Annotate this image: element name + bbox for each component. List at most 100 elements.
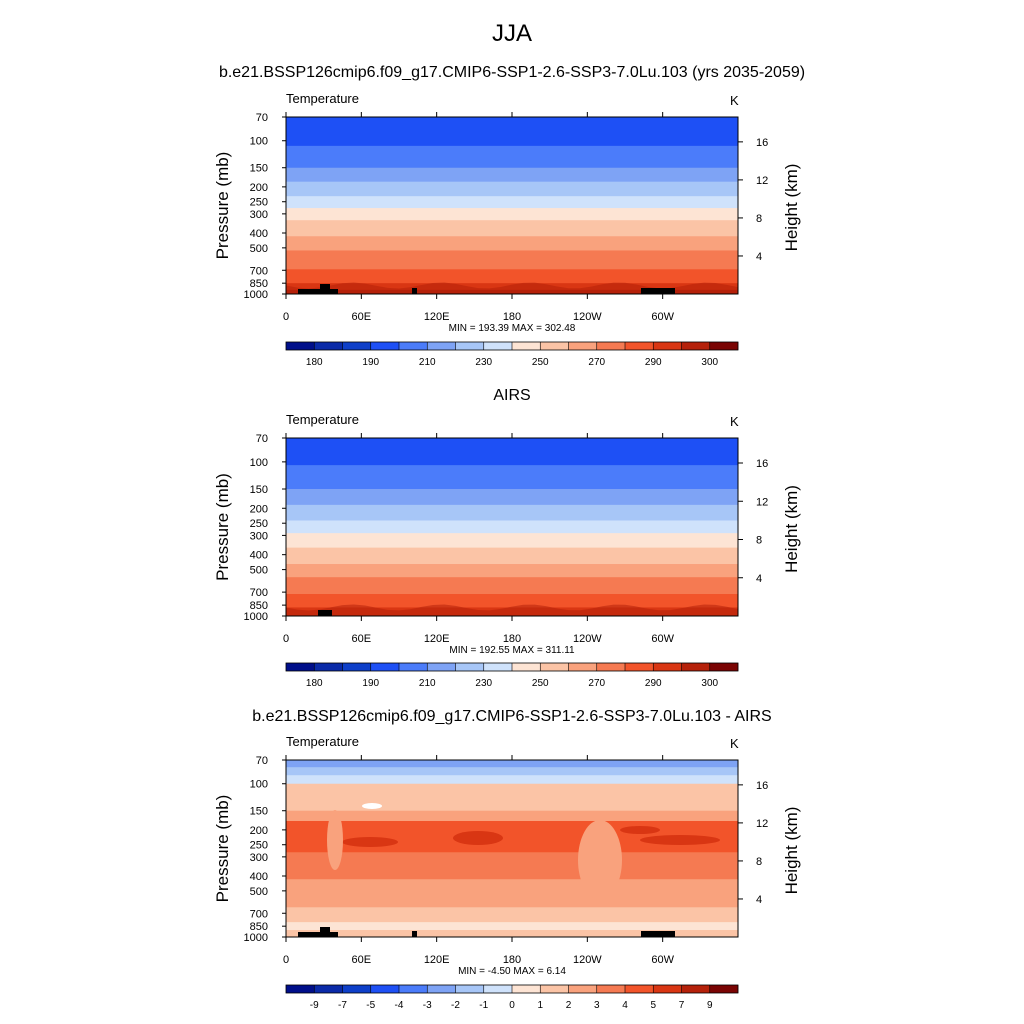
- chart-1-band: [286, 594, 738, 608]
- chart-2-colorbar-label: 2: [566, 1000, 572, 1011]
- chart-0-xtick-label: 180: [503, 311, 521, 323]
- chart-2-colorbar-label: 5: [650, 1000, 656, 1011]
- chart-2-anomaly-blob: [327, 810, 343, 870]
- chart-1-band: [286, 577, 738, 595]
- chart-1-band: [286, 533, 738, 549]
- chart-2-ytick-label: 200: [250, 825, 268, 837]
- chart-1-colorbar-swatch: [596, 663, 626, 671]
- chart-1-ytick-label: 250: [250, 518, 268, 530]
- chart-0-colorbar-swatch: [681, 342, 711, 350]
- chart-2-ytick-label: 300: [250, 852, 268, 864]
- chart-1-colorbar-swatch: [286, 663, 315, 671]
- chart-0-ytick-label: 100: [250, 136, 268, 148]
- chart-0-colorbar-label: 250: [532, 357, 549, 368]
- chart-2-ytick-right-label: 12: [756, 818, 768, 830]
- chart-0-band: [286, 250, 738, 270]
- chart-2-min-max: MIN = -4.50 MAX = 6.14: [458, 966, 566, 977]
- chart-0-band: [286, 289, 738, 295]
- chart-0-ytick-label: 70: [256, 112, 268, 124]
- chart-0-ytick-label: 150: [250, 163, 268, 175]
- chart-1-colorbar-label: 190: [362, 678, 379, 689]
- chart-0-colorbar-swatch: [709, 342, 739, 350]
- chart-1-ytick-label: 400: [250, 550, 268, 562]
- chart-0-colorbar-swatch: [512, 342, 541, 350]
- chart-2-colorbar-label: 1: [537, 1000, 543, 1011]
- chart-2-ytick-right-label: 16: [756, 780, 768, 792]
- chart-0-colorbar-swatch: [625, 342, 654, 350]
- chart-0-xtick-label: 120W: [573, 311, 602, 323]
- chart-1-colorbar-label: 270: [588, 678, 605, 689]
- chart-1-surface-layer: [286, 604, 738, 616]
- chart-1-colorbar-label: 290: [645, 678, 662, 689]
- chart-2-colorbar-swatch: [427, 985, 456, 993]
- chart-0-colorbar-swatch: [399, 342, 428, 350]
- chart-0-band: [286, 145, 738, 169]
- chart-0-colorbar: 180 190 210 230 250 270 290 300: [285, 341, 739, 368]
- chart-0-ytick-label: 1000: [244, 289, 268, 301]
- chart-0-band: [286, 236, 738, 251]
- chart-2-colorbar-swatch: [596, 985, 626, 993]
- chart-2-band: [286, 852, 738, 880]
- chart-2-colorbar-swatch: [709, 985, 739, 993]
- chart-2-ytick-right-label: 8: [756, 856, 762, 868]
- chart-0-xtick-label: 120E: [424, 311, 450, 323]
- chart-1-colorbar-swatch: [709, 663, 739, 671]
- chart-0-ytick-right-label: 4: [756, 251, 762, 263]
- chart-0-colorbar-swatch: [370, 342, 400, 350]
- chart-0-colorbar-swatch: [596, 342, 626, 350]
- chart-0-ytick-label: 400: [250, 228, 268, 240]
- chart-0-ytick-label: 200: [250, 182, 268, 194]
- chart-1-ytick-right-label: 12: [756, 496, 768, 508]
- chart-2-colorbar-label: -9: [310, 1000, 319, 1011]
- chart-2-ytick-label: 150: [250, 806, 268, 818]
- chart-1-ytick-label: 700: [250, 587, 268, 599]
- chart-1-band: [286, 489, 738, 506]
- chart-2-terrain: [320, 927, 330, 937]
- chart-0-frame: [285, 116, 739, 295]
- chart-1-ytick-label: 150: [250, 484, 268, 496]
- chart-2-colorbar-swatch: [455, 985, 485, 993]
- chart-1-units-label: K: [730, 414, 739, 429]
- chart-1-colorbar-swatch: [653, 663, 682, 671]
- chart-2-colorbar-label: 4: [622, 1000, 628, 1011]
- chart-0-band: [286, 196, 738, 209]
- chart-2-colorbar-swatch: [540, 985, 569, 993]
- chart-2-xtick-label: 120W: [573, 954, 602, 966]
- chart-0-colorbar-swatch: [653, 342, 682, 350]
- chart-0-surface-layer: [286, 282, 738, 294]
- chart-0-ytick-label: 300: [250, 209, 268, 221]
- chart-0-ytick-label: 700: [250, 265, 268, 277]
- chart-1-colorbar: 180 190 210 230 250 270 290 300: [285, 662, 739, 689]
- chart-1-ytick-right-label: 16: [756, 458, 768, 470]
- chart-2-band: [286, 879, 738, 908]
- chart-2-colorbar-label: -4: [395, 1000, 404, 1011]
- chart-1-colorbar-swatch: [568, 663, 598, 671]
- chart-2-title: b.e21.BSSP126cmip6.f09_g17.CMIP6-SSP1-2.…: [252, 708, 772, 725]
- chart-2-ytick-label: 850: [250, 921, 268, 933]
- chart-2-colorbar-swatch: [483, 985, 513, 993]
- chart-2-band: [286, 767, 738, 776]
- chart-1-ytick-label: 1000: [244, 611, 268, 623]
- chart-2-anomaly-blob: [620, 826, 660, 834]
- chart-1-ytick-right-label: 4: [756, 573, 762, 585]
- chart-1-ylabel-right: Height (km): [782, 485, 801, 573]
- chart-2-anomaly-blob: [362, 803, 382, 809]
- chart-0-colorbar-label: 290: [645, 357, 662, 368]
- chart-0-ytick-right-label: 8: [756, 213, 762, 225]
- chart-2-xtick-label: 180: [503, 954, 521, 966]
- chart-2-colorbar-swatch: [286, 985, 315, 993]
- chart-2-terrain: [412, 931, 417, 937]
- chart-1-colorbar-swatch: [370, 663, 400, 671]
- chart-1-band: [286, 564, 738, 578]
- chart-0-ytick-right-label: 16: [756, 137, 768, 149]
- chart-0-units-label: K: [730, 93, 739, 108]
- chart-0-colorbar-swatch: [314, 342, 343, 350]
- chart-0-band: [286, 269, 738, 284]
- chart-0-field: [286, 117, 738, 295]
- chart-2-anomaly-blob: [578, 820, 622, 900]
- chart-0-xtick-label: 60E: [352, 311, 372, 323]
- chart-0-band: [286, 208, 738, 221]
